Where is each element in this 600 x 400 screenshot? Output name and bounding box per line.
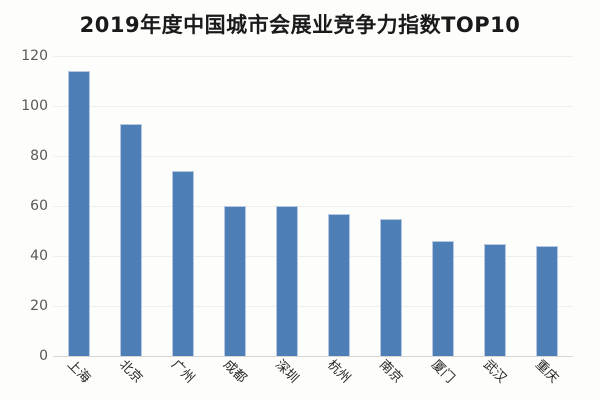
x-category-label: 杭州: [324, 357, 354, 387]
x-category-label: 厦门: [428, 357, 458, 387]
x-category-label: 重庆: [532, 357, 562, 387]
bar-深圳: [276, 206, 298, 356]
bar-南京: [380, 218, 402, 356]
y-tick-label: 80: [30, 148, 48, 164]
bar-武汉: [484, 243, 506, 356]
bar-广州: [172, 171, 194, 356]
x-category-label: 广州: [168, 357, 198, 387]
x-category-label: 北京: [116, 357, 146, 387]
gridline: [53, 56, 573, 57]
bar-北京: [120, 123, 142, 356]
gridline: [53, 106, 573, 107]
y-tick-label: 60: [30, 198, 48, 214]
x-category-label: 武汉: [480, 357, 510, 387]
y-tick-label: 100: [21, 98, 48, 114]
y-tick-label: 40: [30, 248, 48, 264]
bar-重庆: [536, 246, 558, 356]
x-category-label: 南京: [376, 357, 406, 387]
x-category-label: 成都: [220, 357, 250, 387]
x-category-label: 深圳: [272, 357, 302, 387]
x-category-label: 上海: [64, 357, 94, 387]
gridline: [53, 156, 573, 157]
bar-成都: [224, 206, 246, 356]
gridline: [53, 306, 573, 307]
y-tick-label: 120: [21, 48, 48, 64]
y-tick-label: 0: [39, 348, 48, 364]
y-tick-label: 20: [30, 298, 48, 314]
gridline: [53, 256, 573, 257]
chart-title: 2019年度中国城市会展业竞争力指数TOP10: [79, 13, 521, 37]
x-axis-line-overlay: [53, 356, 573, 357]
bar-杭州: [328, 213, 350, 356]
gridline: [53, 206, 573, 207]
bar-厦门: [432, 241, 454, 356]
bar-上海: [68, 71, 90, 356]
